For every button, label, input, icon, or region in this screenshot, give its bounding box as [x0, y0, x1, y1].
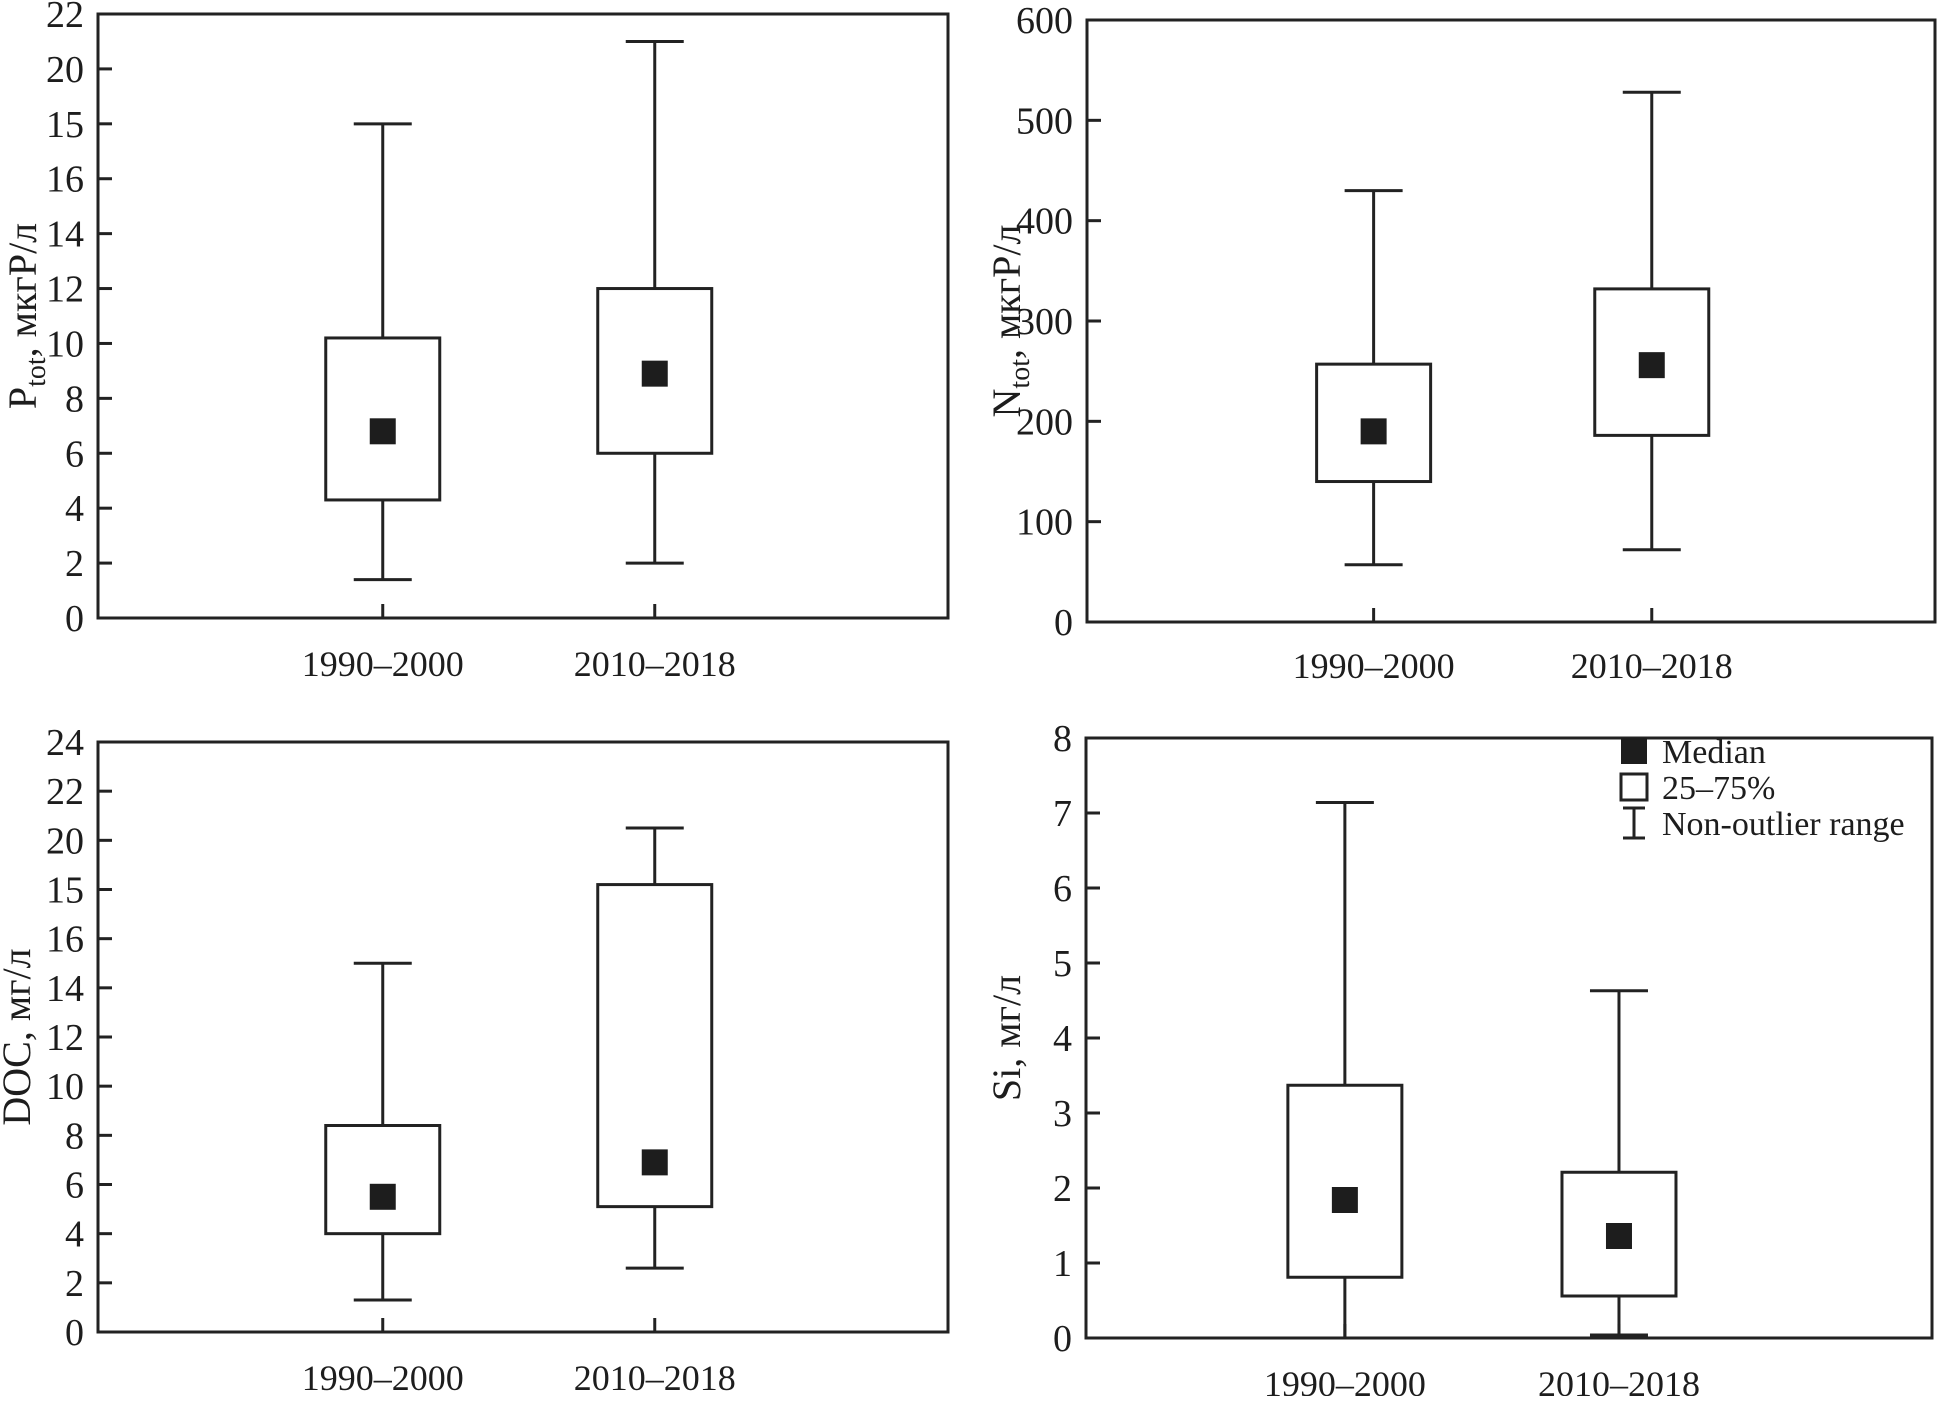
- box-group-1990-2000: [1286, 801, 1404, 1340]
- y-axis-label: DOC, мг/л: [0, 948, 39, 1125]
- y-tick-label: 6: [65, 1165, 84, 1207]
- median-marker: [1360, 418, 1387, 445]
- box-group-1990-2000: [324, 122, 442, 582]
- y-tick-label: 500: [1016, 100, 1073, 142]
- iqr-box-icon: [1619, 772, 1649, 802]
- box-group-2010-2018: [596, 826, 714, 1270]
- y-tick-label: 22: [46, 771, 84, 813]
- y-tick-label: 2: [1053, 1168, 1072, 1210]
- legend-label: Non-outlier range: [1662, 806, 1905, 843]
- y-tick-label: 5: [1053, 943, 1072, 985]
- y-tick-label: 4: [65, 1214, 84, 1256]
- y-tick-label: 4: [1053, 1018, 1072, 1060]
- y-tick-label: 2: [65, 1263, 84, 1305]
- x-category-label: 2010–2018: [574, 644, 736, 684]
- x-category-label: 1990–2000: [1264, 1364, 1426, 1396]
- median-marker: [641, 1149, 668, 1176]
- panel-ntot: 0 100 200 300 400 500 600 Ntot, мкгР/л 1990–2000…: [984, 0, 1937, 686]
- y-tick-label: 200: [1016, 401, 1073, 443]
- x-category-label: 1990–2000: [1293, 646, 1455, 686]
- y-tick-label: 20: [46, 820, 84, 862]
- legend-row: Non-outlier range: [1623, 806, 1905, 843]
- y-axis-label: Ntot, мкгР/л: [984, 225, 1036, 418]
- y-tick-label: 7: [1053, 793, 1072, 835]
- y-tick-label: 0: [1053, 1318, 1072, 1360]
- y-tick-label: 20: [46, 49, 84, 91]
- y-tick-label: 0: [1054, 602, 1073, 644]
- plot-frame: [1085, 18, 1937, 624]
- x-category-label: 2010–2018: [574, 1358, 736, 1396]
- iqr-box: [324, 1124, 442, 1236]
- median-marker: [641, 360, 668, 387]
- x-category-label: 1990–2000: [302, 1358, 464, 1396]
- y-tick-label: 400: [1016, 201, 1073, 243]
- box-group-2010-2018: [1593, 90, 1711, 552]
- y-tick-label: 6: [1053, 868, 1072, 910]
- y-axis-label: Ptot, мкгР/л: [0, 223, 52, 409]
- median-marker: [1605, 1223, 1632, 1249]
- plot-frame: [96, 12, 950, 620]
- y-tick-label: 12: [46, 269, 84, 311]
- y-tick-label: 6: [65, 433, 84, 475]
- y-axis-label: Si, мг/л: [984, 975, 1029, 1101]
- box-group-2010-2018: [596, 39, 714, 565]
- y-tick-label: 15: [46, 104, 84, 146]
- x-category-label: 2010–2018: [1538, 1364, 1700, 1396]
- y-tick-label: 16: [46, 159, 84, 201]
- y-tick-label: 300: [1016, 301, 1073, 343]
- y-tick-label: 2: [65, 543, 84, 585]
- legend-row: Median: [1621, 734, 1766, 771]
- median-marker: [1638, 352, 1665, 379]
- y-tick-label: 3: [1053, 1093, 1072, 1135]
- y-tick-label: 8: [65, 1115, 84, 1157]
- y-tick-label: 12: [46, 1017, 84, 1059]
- legend-row: 25–75%: [1619, 770, 1775, 807]
- y-tick-label: 1: [1053, 1243, 1072, 1285]
- y-tick-label: 8: [65, 378, 84, 420]
- x-category-label: 2010–2018: [1571, 646, 1733, 686]
- legend-label: Median: [1662, 734, 1766, 771]
- box-group-1990-2000: [324, 961, 442, 1302]
- box-group-2010-2018: [1560, 989, 1678, 1337]
- y-tick-label: 14: [46, 968, 84, 1010]
- panel-si: 0 1 2 3 4 5 6 7 8 Si, мг/л 1990–2000 2010–2018 Media…: [984, 718, 1934, 1401]
- y-tick-label: 10: [46, 323, 84, 365]
- y-tick-label: 0: [65, 598, 84, 640]
- median-marker: [1331, 1187, 1358, 1213]
- panel-ptot: 0 2 4 6 8 10 12 14 16 15 20 22 Ptot, мкгР/л 1990–2000…: [0, 0, 950, 684]
- y-tick-label: 15: [46, 870, 84, 912]
- y-tick-label: 24: [46, 722, 84, 764]
- y-tick-label: 4: [65, 488, 84, 530]
- y-tick-label: 22: [46, 0, 84, 36]
- median-square-icon: [1621, 738, 1647, 764]
- median-marker: [369, 418, 396, 445]
- box-group-1990-2000: [1315, 189, 1433, 567]
- y-tick-label: 8: [1053, 718, 1072, 760]
- y-tick-label: 10: [46, 1066, 84, 1108]
- y-tick-label: 0: [65, 1312, 84, 1354]
- x-category-label: 1990–2000: [302, 644, 464, 684]
- median-marker: [369, 1183, 396, 1210]
- y-tick-label: 14: [46, 214, 84, 256]
- y-tick-label: 600: [1016, 0, 1073, 42]
- y-tick-label: 16: [46, 919, 84, 961]
- legend-label: 25–75%: [1662, 770, 1775, 807]
- plot-frame: [96, 740, 950, 1334]
- y-tick-label: 100: [1016, 502, 1073, 544]
- iqr-box: [1286, 1083, 1404, 1279]
